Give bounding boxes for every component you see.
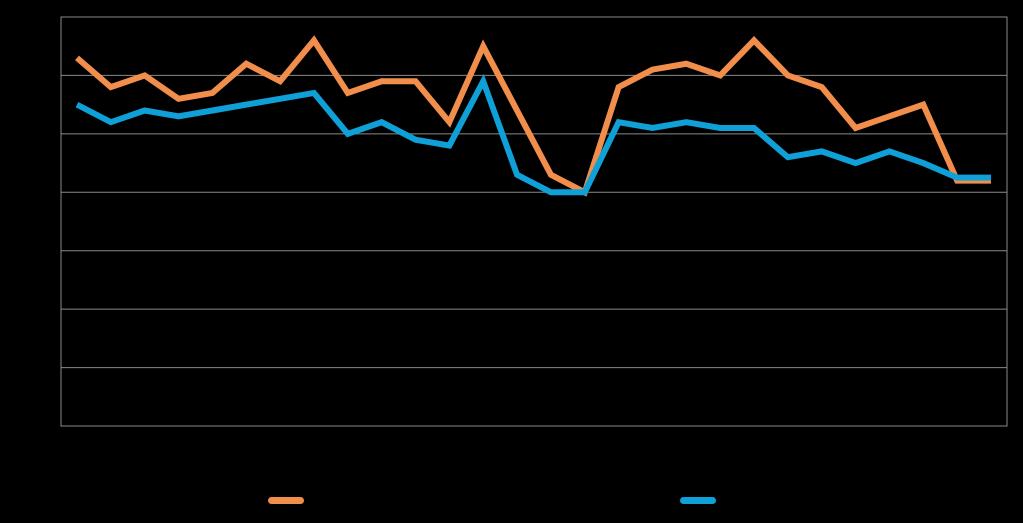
legend-swatch-series-2 [680,496,716,504]
grid-lines [61,74,1007,369]
series-line-2 [75,73,991,196]
plot-area-frame [60,16,1008,427]
series-line-1 [75,35,991,197]
legend-swatch-series-1 [268,496,304,504]
legend-entry-2 [680,490,724,510]
series-layer [75,35,992,197]
legend-entry-1 [268,490,312,510]
